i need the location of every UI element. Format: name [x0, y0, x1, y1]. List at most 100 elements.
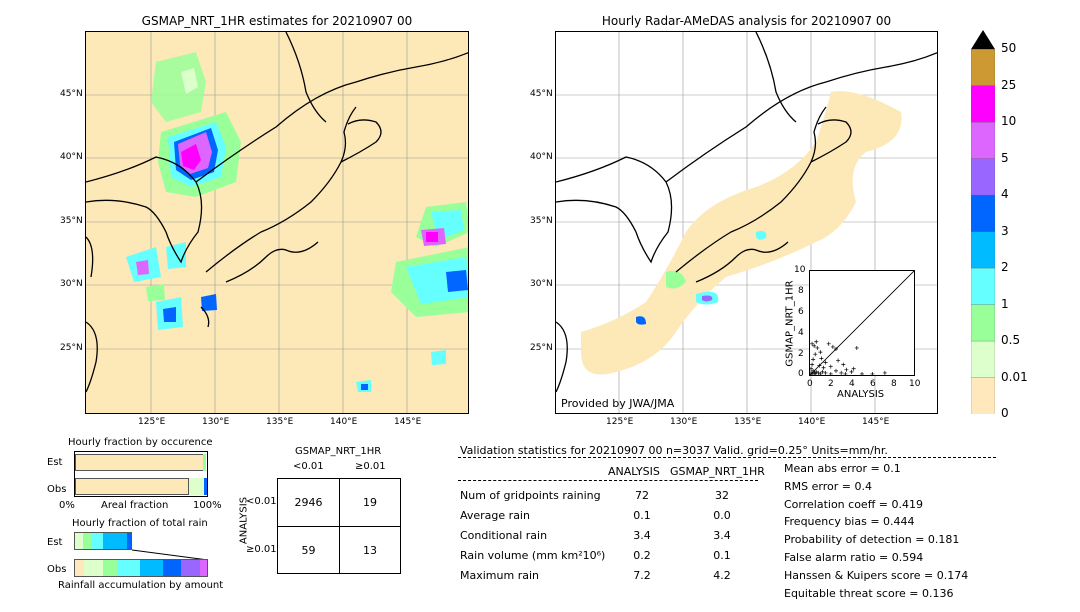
occurrence-obs-rain2 [204, 478, 207, 495]
colorbar-swatch [970, 158, 996, 196]
colorbar-label: 2 [1001, 260, 1009, 275]
contingency-c: 59 [301, 543, 316, 557]
scatter-point [813, 371, 818, 376]
scatter-ytick-2: 2 [798, 349, 804, 359]
total-rain-est-label: Est [47, 537, 63, 548]
validation-score: Equitable threat score = 0.136 [784, 586, 954, 600]
colorbar-swatches [970, 30, 996, 415]
scatter-xtick-8: 8 [891, 379, 897, 389]
scatter-point [821, 365, 826, 370]
contingency-a: 2946 [294, 496, 323, 509]
total-rain-connector [131, 549, 209, 561]
scatter-xtick-4: 4 [849, 379, 855, 389]
colorbar-swatch [970, 267, 996, 306]
colorbar-swatch [970, 122, 996, 160]
colorbar-label: 0.01 [1001, 369, 1028, 384]
scatter-point [810, 341, 815, 346]
scatter-point [811, 357, 816, 362]
occurrence-axis-mid: Areal fraction [101, 500, 169, 511]
scatter-point [828, 364, 833, 369]
right-lat-40: 40°N [530, 152, 553, 162]
colorbar-swatch [970, 231, 996, 269]
scatter-point [836, 358, 841, 363]
scatter-diagonal [809, 270, 915, 376]
right-lon-145: 145°E [862, 417, 890, 427]
right-map-title: Hourly Radar-AMeDAS analysis for 2021090… [601, 14, 892, 28]
colorbar-label: 5 [1001, 150, 1009, 165]
radar-coverage [581, 91, 902, 375]
right-lon-140: 140°E [798, 417, 826, 427]
total-rain-obs-bar [74, 559, 208, 577]
contingency-title: GSMAP_NRT_1HR [295, 446, 382, 457]
scatter-point [812, 370, 817, 375]
validation-row-gsmap: 0.0 [713, 509, 731, 522]
total-rain-obs-label: Obs [47, 564, 67, 575]
left-lon-130: 130°E [202, 417, 230, 427]
colorbar [970, 30, 996, 415]
scatter-ylabel: GSMAP_NRT_1HR [784, 280, 796, 367]
scatter-point [818, 350, 823, 355]
scatter-point [828, 371, 833, 376]
occurrence-est-label: Est [47, 457, 63, 468]
validation-row-label: Rain volume (mm km²10⁶) [460, 549, 606, 562]
colorbar-label: 4 [1001, 187, 1009, 202]
scatter-point [810, 362, 815, 367]
colorbar-swatch [970, 49, 996, 87]
scatter-ytick-4: 4 [798, 328, 804, 338]
occurrence-est-bar [75, 454, 205, 471]
left-lat-30: 30°N [60, 279, 83, 289]
scatter-point [843, 371, 848, 376]
scatter-point [882, 370, 887, 375]
scatter-point [841, 362, 846, 367]
scatter-inset [809, 270, 915, 376]
colorbar-label: 0.5 [1001, 333, 1021, 348]
validation-score: Probability of detection = 0.181 [784, 533, 960, 547]
contingency-col-ge: ≥0.01 [355, 461, 386, 472]
validation-score: Hanssen & Kuipers score = 0.174 [784, 568, 969, 582]
right-coastline [556, 32, 937, 393]
validation-row-gsmap: 32 [715, 489, 729, 502]
scatter-point [849, 369, 854, 374]
scatter-point [811, 368, 816, 373]
validation-row-label: Maximum rain [460, 569, 539, 582]
occurrence-axis-right: 100% [193, 500, 222, 511]
scatter-xtick-2: 2 [828, 379, 834, 389]
occurrence-title: Hourly fraction by occurence [68, 437, 213, 448]
left-map-title: GSMAP_NRT_1HR estimates for 20210907 00 [141, 14, 413, 28]
scatter-point [809, 366, 814, 371]
validation-row-gsmap: 4.2 [713, 569, 731, 582]
validation-row-label: Average rain [460, 509, 530, 522]
scatter-plot [809, 270, 915, 376]
colorbar-label: 1 [1001, 296, 1009, 311]
left-lat-45: 45°N [60, 89, 83, 99]
left-map [85, 31, 469, 414]
colorbar-label: 50 [1001, 41, 1017, 56]
scatter-point [814, 369, 819, 374]
scatter-point [870, 371, 875, 376]
left-lat-25: 25°N [60, 343, 83, 353]
validation-col-divider [458, 480, 758, 481]
validation-row-label: Conditional rain [460, 529, 548, 542]
scatter-ytick-0: 0 [798, 369, 804, 379]
contingency-b: 19 [363, 496, 377, 509]
right-lon-125: 125°E [606, 417, 634, 427]
validation-col-gsmap: GSMAP_NRT_1HR [670, 465, 765, 478]
left-lat-35: 35°N [60, 216, 83, 226]
scatter-point [812, 343, 817, 348]
scatter-point [834, 347, 838, 351]
left-lat-40: 40°N [60, 152, 83, 162]
right-lon-130: 130°E [670, 417, 698, 427]
validation-score: False alarm ratio = 0.594 [784, 551, 924, 564]
left-lon-125: 125°E [138, 417, 166, 427]
validation-score: Mean abs error = 0.1 [784, 462, 901, 475]
scatter-point [854, 345, 859, 350]
occurrence-obs-rain [189, 478, 204, 495]
scatter-point [826, 341, 831, 346]
left-rain-field [126, 52, 468, 392]
right-lon-135: 135°E [734, 417, 762, 427]
scatter-point [817, 363, 822, 368]
scatter-point [839, 370, 844, 375]
left-map-canvas [86, 32, 468, 413]
colorbar-label: 3 [1001, 223, 1009, 238]
validation-row-analysis: 0.1 [633, 509, 651, 522]
